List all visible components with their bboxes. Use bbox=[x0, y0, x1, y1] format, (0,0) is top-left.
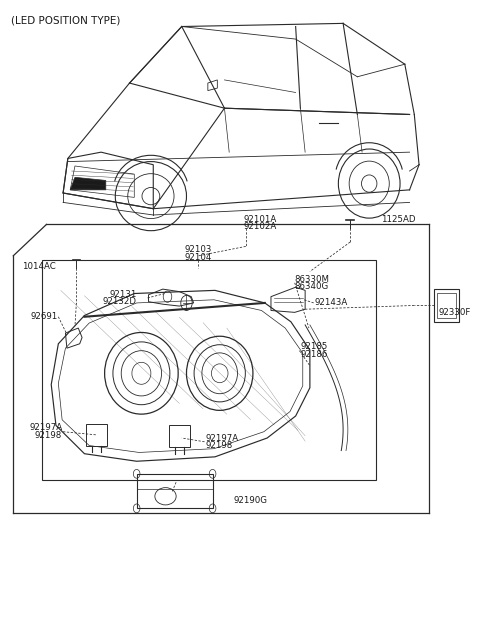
Text: 92185: 92185 bbox=[300, 343, 328, 351]
Text: 92104: 92104 bbox=[185, 252, 212, 262]
Text: 92691: 92691 bbox=[30, 312, 58, 321]
Text: 1125AD: 1125AD bbox=[381, 215, 416, 224]
Text: 86340G: 86340G bbox=[295, 282, 329, 291]
Text: 92102A: 92102A bbox=[243, 222, 276, 232]
Text: (LED POSITION TYPE): (LED POSITION TYPE) bbox=[11, 15, 120, 25]
Bar bbox=[42, 260, 376, 480]
Text: 92197A: 92197A bbox=[29, 423, 62, 432]
Bar bbox=[137, 474, 213, 509]
Text: 1014AC: 1014AC bbox=[22, 262, 56, 271]
Polygon shape bbox=[70, 166, 134, 198]
Bar bbox=[434, 289, 459, 322]
Text: 92198: 92198 bbox=[35, 431, 62, 440]
Bar bbox=[169, 425, 190, 447]
Text: 92186: 92186 bbox=[300, 350, 328, 359]
Text: 92101A: 92101A bbox=[243, 215, 276, 224]
Polygon shape bbox=[70, 177, 106, 190]
Text: 92103: 92103 bbox=[185, 245, 212, 254]
Text: 92132D: 92132D bbox=[103, 297, 137, 306]
Text: 92198: 92198 bbox=[205, 441, 233, 450]
Text: 92190G: 92190G bbox=[234, 497, 268, 505]
Bar bbox=[86, 423, 107, 446]
Text: 92330F: 92330F bbox=[438, 308, 470, 317]
Text: 92131: 92131 bbox=[109, 290, 137, 298]
Bar bbox=[437, 293, 456, 318]
Text: 92197A: 92197A bbox=[205, 433, 239, 442]
Text: 92143A: 92143A bbox=[314, 298, 348, 307]
Text: 86330M: 86330M bbox=[295, 274, 330, 283]
